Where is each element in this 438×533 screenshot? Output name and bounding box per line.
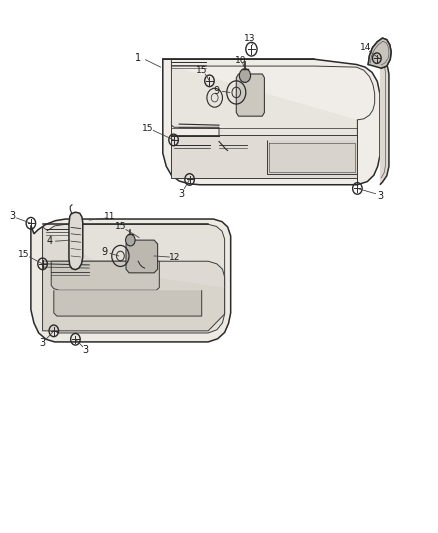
Text: 12: 12 [169,253,180,262]
Text: 15: 15 [18,251,29,260]
Polygon shape [380,59,389,185]
Text: 11: 11 [104,213,116,221]
Text: 9: 9 [214,86,220,96]
Text: 10: 10 [235,56,246,66]
Text: 3: 3 [178,189,184,199]
Text: 13: 13 [244,34,256,43]
Polygon shape [54,290,202,316]
Text: 3: 3 [83,345,89,355]
Polygon shape [69,212,83,270]
Polygon shape [368,38,391,68]
Polygon shape [171,135,357,178]
Text: 14: 14 [360,43,372,52]
Polygon shape [163,59,380,185]
Text: 15: 15 [196,66,208,75]
Polygon shape [236,74,265,116]
Circle shape [126,235,135,246]
Polygon shape [267,140,357,174]
Polygon shape [42,224,225,333]
Polygon shape [171,66,357,157]
Text: 15: 15 [115,222,126,231]
Circle shape [239,69,251,83]
Text: 3: 3 [39,338,46,348]
Text: 3: 3 [9,211,15,221]
Polygon shape [42,228,225,301]
Text: 4: 4 [46,236,53,246]
Text: 15: 15 [142,124,153,133]
Polygon shape [51,261,159,290]
Polygon shape [42,261,225,331]
Polygon shape [126,240,158,273]
Polygon shape [31,219,231,342]
Text: 1: 1 [134,53,141,63]
Text: 3: 3 [377,191,383,201]
Text: 9: 9 [101,247,107,257]
